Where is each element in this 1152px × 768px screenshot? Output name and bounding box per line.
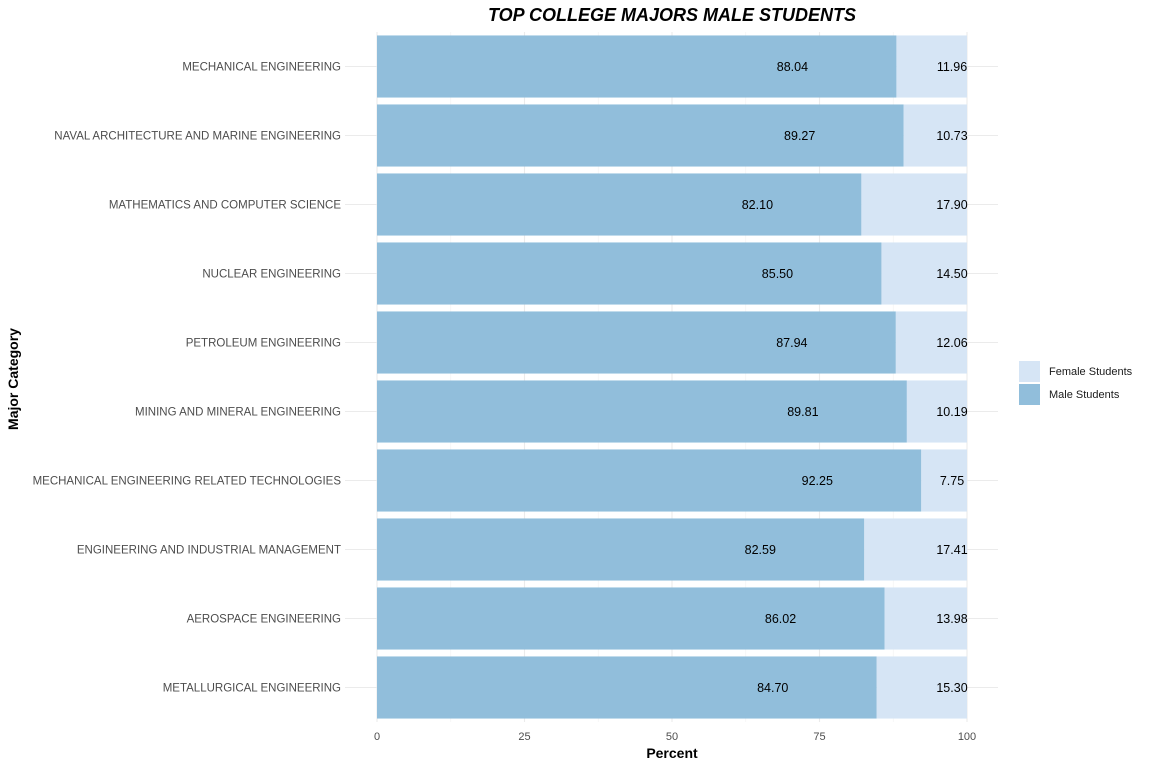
value-label-female-mechanical-engineering: 11.96	[937, 60, 967, 74]
chart-title: TOP COLLEGE MAJORS MALE STUDENTS	[488, 5, 856, 25]
value-label-male-engineering-and-industrial-management: 82.59	[745, 543, 776, 557]
x-tick-label-100: 100	[958, 731, 976, 743]
bar-male-engineering-and-industrial-management	[377, 518, 865, 581]
bar-female-engineering-and-industrial-management	[864, 518, 967, 581]
bar-male-metallurgical-engineering	[377, 656, 877, 719]
value-label-female-engineering-and-industrial-management: 17.41	[936, 543, 967, 557]
bar-female-metallurgical-engineering	[876, 656, 967, 719]
bar-female-naval-architecture-and-marine-engineering	[903, 104, 967, 167]
bar-female-nuclear-engineering	[881, 242, 967, 305]
x-tick-labels-layer: 0 25 50 75 100	[374, 731, 976, 743]
legend-swatch-female-students	[1019, 361, 1040, 382]
category-label-petroleum-engineering: PETROLEUM ENGINEERING	[186, 338, 341, 350]
category-label-aerospace-engineering: AEROSPACE ENGINEERING	[187, 614, 341, 626]
bar-male-mining-and-mineral-engineering	[377, 380, 907, 443]
y-axis-title: Major Category	[5, 328, 21, 430]
x-tick-label-0: 0	[374, 731, 380, 743]
bar-male-mathematics-and-computer-science	[377, 173, 862, 236]
bar-male-mechanical-engineering-related-technologies	[377, 449, 922, 512]
bar-female-mechanical-engineering-related-technologies	[921, 449, 967, 512]
bar-male-mechanical-engineering	[377, 35, 897, 98]
value-label-male-mechanical-engineering: 88.04	[777, 60, 808, 74]
value-label-male-aerospace-engineering: 86.02	[765, 612, 796, 626]
value-label-female-petroleum-engineering: 12.06	[936, 336, 967, 350]
x-axis-title: Percent	[646, 745, 698, 761]
bar-male-nuclear-engineering	[377, 242, 882, 305]
value-label-male-nuclear-engineering: 85.50	[762, 267, 793, 281]
value-label-male-mathematics-and-computer-science: 82.10	[742, 198, 773, 212]
value-label-female-mathematics-and-computer-science: 17.90	[936, 198, 967, 212]
category-label-naval-architecture-and-marine-engineering: NAVAL ARCHITECTURE AND MARINE ENGINEERIN…	[54, 131, 341, 143]
legend-label-female-students: Female Students	[1049, 366, 1133, 378]
value-label-female-nuclear-engineering: 14.50	[936, 267, 967, 281]
bar-female-mining-and-mineral-engineering	[906, 380, 967, 443]
category-labels-layer: MECHANICAL ENGINEERING NAVAL ARCHITECTURE…	[33, 62, 342, 695]
category-label-mathematics-and-computer-science: MATHEMATICS AND COMPUTER SCIENCE	[109, 200, 341, 212]
legend: Female Students Male Students	[1019, 361, 1133, 405]
value-label-male-mining-and-mineral-engineering: 89.81	[787, 405, 818, 419]
value-label-female-mining-and-mineral-engineering: 10.19	[936, 405, 967, 419]
bar-male-petroleum-engineering	[377, 311, 896, 374]
category-label-mechanical-engineering-related-technologies: MECHANICAL ENGINEERING RELATED TECHNOLOG…	[33, 476, 342, 488]
value-label-female-aerospace-engineering: 13.98	[936, 612, 967, 626]
value-label-female-metallurgical-engineering: 15.30	[936, 681, 967, 695]
value-label-male-petroleum-engineering: 87.94	[776, 336, 807, 350]
value-label-male-metallurgical-engineering: 84.70	[757, 681, 788, 695]
value-label-female-naval-architecture-and-marine-engineering: 10.73	[936, 129, 967, 143]
bar-female-petroleum-engineering	[895, 311, 967, 374]
x-tick-label-50: 50	[666, 731, 678, 743]
value-labels-layer: 88.04 11.96 89.27 10.73 82.10 17.90 85.50 14.50…	[742, 60, 968, 695]
bar-female-aerospace-engineering	[884, 587, 967, 650]
category-label-metallurgical-engineering: METALLURGICAL ENGINEERING	[163, 683, 341, 695]
category-label-mechanical-engineering: MECHANICAL ENGINEERING	[182, 62, 341, 74]
value-label-female-mechanical-engineering-related-technologies: 7.75	[940, 474, 964, 488]
bars-layer	[377, 35, 967, 719]
value-label-male-mechanical-engineering-related-technologies: 92.25	[802, 474, 833, 488]
bar-female-mathematics-and-computer-science	[861, 173, 967, 236]
bar-male-aerospace-engineering	[377, 587, 885, 650]
category-label-mining-and-mineral-engineering: MINING AND MINERAL ENGINEERING	[135, 407, 341, 419]
legend-swatch-male-students	[1019, 384, 1040, 405]
x-tick-label-25: 25	[518, 731, 530, 743]
value-label-male-naval-architecture-and-marine-engineering: 89.27	[784, 129, 815, 143]
category-label-engineering-and-industrial-management: ENGINEERING AND INDUSTRIAL MANAGEMENT	[77, 545, 341, 557]
bar-male-naval-architecture-and-marine-engineering	[377, 104, 904, 167]
category-label-nuclear-engineering: NUCLEAR ENGINEERING	[202, 269, 341, 281]
legend-label-male-students: Male Students	[1049, 389, 1120, 401]
x-tick-label-75: 75	[813, 731, 825, 743]
bar-female-mechanical-engineering	[896, 35, 967, 98]
